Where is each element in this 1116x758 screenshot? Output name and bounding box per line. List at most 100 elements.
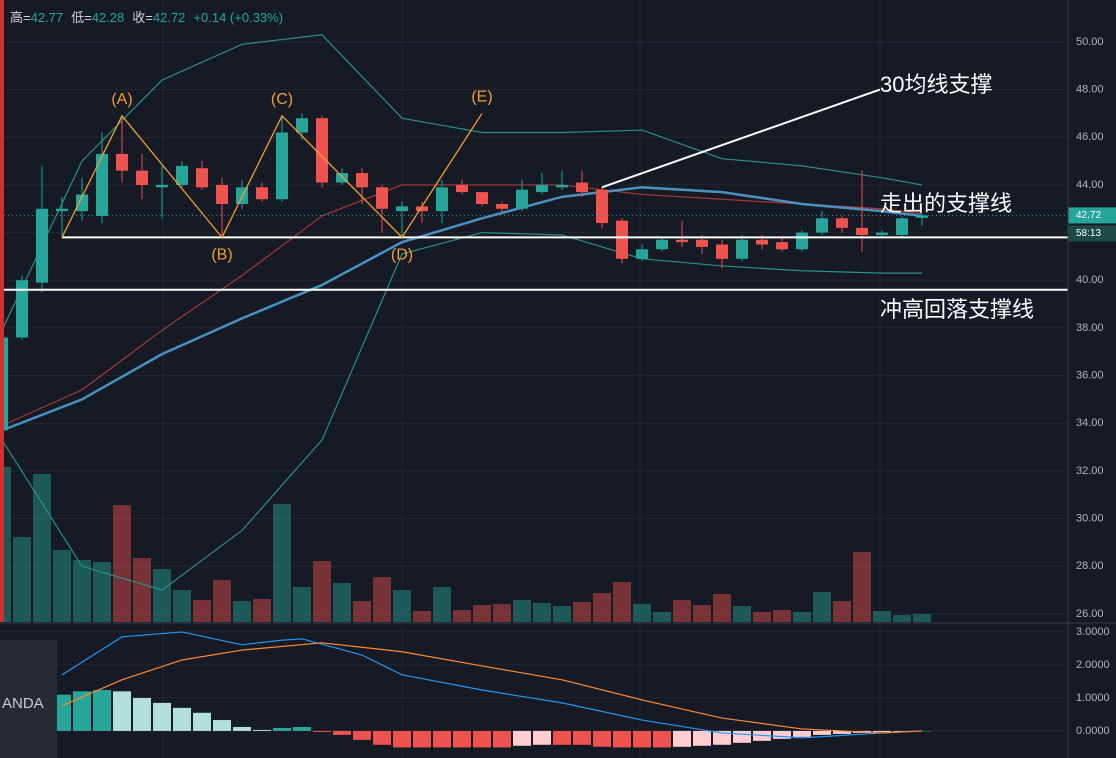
volume-bar	[373, 577, 391, 622]
candle-body	[76, 194, 88, 212]
indicator-line	[1, 34, 923, 331]
macd-bar	[513, 730, 531, 746]
volume-bar	[793, 612, 811, 622]
volume-bar	[113, 505, 131, 622]
volume-bar	[853, 552, 871, 622]
candle-body	[496, 203, 508, 209]
watermark-box	[0, 640, 57, 758]
macd-bar	[713, 730, 731, 745]
volume-bar	[273, 504, 291, 622]
annotation: 冲高回落支撑线	[880, 297, 1034, 322]
volume-bar	[753, 612, 771, 622]
volume-bar	[453, 610, 471, 622]
volume-bar	[673, 600, 691, 622]
candle-body	[556, 184, 568, 188]
volume-bar	[233, 601, 251, 622]
header-label: 低=	[71, 10, 92, 25]
volume-bar	[613, 582, 631, 622]
candle-body	[396, 206, 408, 212]
volume-bar	[573, 602, 591, 622]
y-tick-label: 38.00	[1076, 322, 1104, 334]
macd-bar	[333, 730, 351, 735]
volume-bar	[413, 611, 431, 622]
volume-bar	[813, 592, 831, 622]
volume-bar	[13, 537, 31, 622]
macd-bar	[593, 730, 611, 747]
macd-bar	[213, 720, 231, 731]
macd-bar	[293, 726, 311, 731]
volume-bar	[213, 580, 231, 622]
macd-bar	[373, 730, 391, 745]
macd-bar	[673, 730, 691, 747]
macd-bar	[893, 730, 911, 732]
candle-body	[96, 153, 108, 216]
trend-line	[601, 88, 881, 189]
header-label: 高=	[10, 10, 31, 25]
header-value: 42.77	[30, 10, 64, 25]
volume-bar	[333, 583, 351, 622]
volume-bar	[0, 467, 11, 622]
macd-bar	[793, 730, 811, 737]
candle-body	[796, 232, 808, 250]
candle-body	[616, 220, 628, 259]
volume-bar	[493, 604, 511, 622]
signal-line	[61, 642, 923, 734]
volume-bar	[893, 615, 911, 622]
volume-bar	[873, 611, 891, 622]
candle-body	[356, 173, 368, 188]
header-value: 42.72	[152, 10, 186, 25]
y-tick-label: 40.00	[1076, 274, 1104, 286]
candle-body	[576, 182, 588, 193]
macd-bar	[133, 697, 151, 731]
candle-body	[456, 184, 468, 193]
ohlc-header: 高=42.77 低=42.28 收=42.72 +0.14 (+0.33%)	[10, 7, 291, 26]
macd-bar	[633, 730, 651, 748]
y-tick-label: 46.00	[1076, 131, 1104, 143]
macd-bar	[813, 730, 831, 735]
macd-line	[61, 631, 923, 739]
macd-bar	[193, 712, 211, 731]
volume-bar	[633, 604, 651, 622]
wave-label: (C)	[271, 91, 293, 108]
macd-bar	[833, 730, 851, 734]
volume-bar	[53, 550, 71, 622]
volume-bar	[833, 601, 851, 622]
candle-body	[756, 239, 768, 245]
candle-body	[256, 187, 268, 200]
y-tick-label: 26.00	[1076, 608, 1104, 620]
macd-bar	[573, 730, 591, 745]
volume-bar	[393, 590, 411, 622]
macd-bar	[173, 707, 191, 731]
candle-body	[736, 239, 748, 259]
macd-bar	[553, 730, 571, 745]
volume-bar	[733, 606, 751, 622]
volume-bar	[173, 590, 191, 622]
macd-bar	[733, 730, 751, 743]
macd-bar	[873, 730, 891, 732]
volume-bar	[693, 605, 711, 622]
candle-body	[196, 168, 208, 188]
header-value: 42.28	[91, 10, 125, 25]
volume-bar	[33, 474, 51, 622]
header-value: +0.14 (+0.33%)	[193, 10, 284, 25]
volume-bar	[533, 603, 551, 622]
candle-body	[776, 242, 788, 250]
volume-bar	[653, 612, 671, 622]
candle-body	[316, 118, 328, 183]
macd-bar	[353, 730, 371, 740]
volume-bar	[773, 610, 791, 622]
macd-bar	[153, 702, 171, 731]
y-tick-label: 1.0000	[1076, 692, 1110, 704]
y-tick-label: 44.00	[1076, 179, 1104, 191]
volume-bar	[153, 569, 171, 622]
wave-label: (B)	[211, 247, 232, 264]
candle-body	[436, 187, 448, 212]
wave-label: (E)	[471, 89, 492, 106]
indicator-line	[1, 186, 923, 432]
y-tick-label: 30.00	[1076, 512, 1104, 524]
price-label: 42.72	[1076, 210, 1101, 221]
candle-body	[476, 192, 488, 204]
